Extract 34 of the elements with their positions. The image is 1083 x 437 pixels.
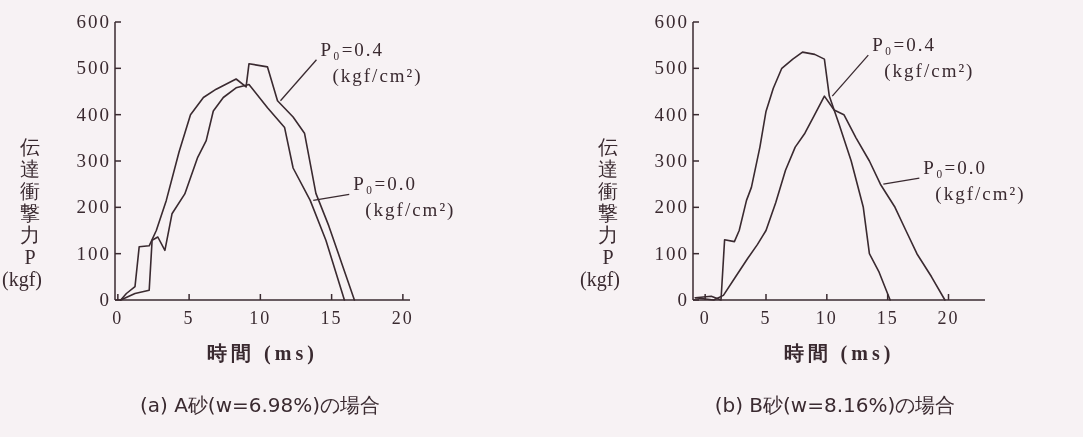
legend-label: P₀=0.0 (kgf/cm²) <box>923 157 1026 206</box>
y-tick-label: 400 <box>654 103 689 125</box>
y-tick-label: 100 <box>76 242 111 264</box>
y-tick-label: 200 <box>76 196 111 218</box>
x-tick-label: 20 <box>391 308 414 328</box>
x-tick-label: 20 <box>937 308 960 328</box>
x-tick-label: 10 <box>815 308 838 328</box>
text: (a) A砂(w=6.98%)の場合 <box>139 393 381 417</box>
y-tick-label: 300 <box>76 150 111 171</box>
text: P₀=0.4 (kgf/cm²) <box>320 38 423 87</box>
y-tick-label: 300 <box>654 150 689 171</box>
y-tick-label: 0 <box>99 289 111 310</box>
y-tick-label: 400 <box>76 103 111 125</box>
y-axis-title: 伝達衝撃力 P (kgf) <box>2 136 42 291</box>
y-tick-label: 0 <box>677 289 689 310</box>
y-tick-label: 600 <box>654 11 689 32</box>
y-tick-label: 600 <box>76 11 111 32</box>
y-axis-title: 伝達衝撃力 P (kgf) <box>580 136 620 291</box>
y-tick-label: 200 <box>654 196 689 218</box>
x-axis-title: 時間 (ms) <box>207 342 318 365</box>
x-tick-label: 5 <box>760 308 772 328</box>
text: (b) B砂(w=8.16%)の場合 <box>714 393 956 417</box>
x-tick-label: 5 <box>183 308 195 328</box>
y-tick-label: 100 <box>654 242 689 264</box>
x-tick-label: 0 <box>112 308 124 328</box>
text: P₀=0.4 (kgf/cm²) <box>872 34 975 83</box>
legend-label: P₀=0.0 (kgf/cm²) <box>353 173 456 222</box>
y-tick-label: 500 <box>76 57 111 79</box>
x-axis-title: 時間 (ms) <box>783 342 895 365</box>
x-tick-label: 15 <box>876 308 899 328</box>
y-tick-label: 500 <box>654 57 689 79</box>
x-tick-label: 0 <box>699 308 711 328</box>
x-tick-label: 10 <box>249 308 272 328</box>
x-tick-label: 15 <box>320 308 343 328</box>
